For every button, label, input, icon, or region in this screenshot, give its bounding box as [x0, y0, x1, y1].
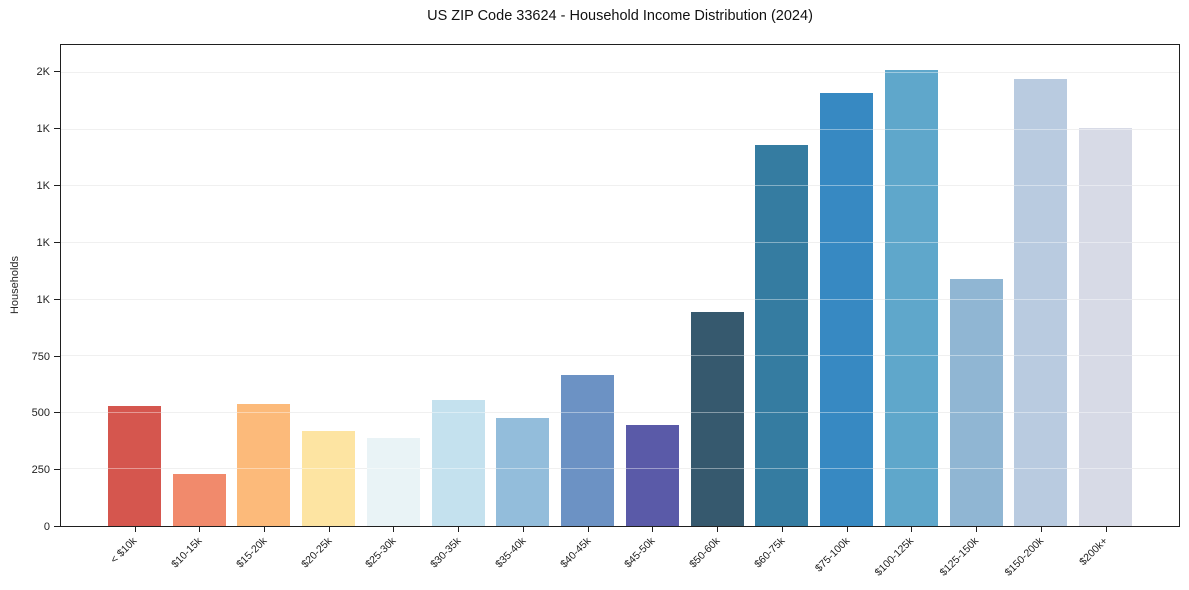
x-tick — [1106, 527, 1107, 532]
x-tick — [911, 527, 912, 532]
gridline — [61, 355, 1179, 356]
x-tick — [976, 527, 977, 532]
gridline-overlay — [61, 468, 1179, 469]
x-tick — [393, 527, 394, 532]
x-tick — [588, 527, 589, 532]
y-tick-label: 2K — [36, 66, 50, 78]
y-tick — [54, 356, 60, 357]
gridline-overlay — [61, 412, 1179, 413]
x-tick-label: $15-20k — [234, 535, 270, 571]
bar-1 — [173, 474, 226, 526]
gridline-overlay — [61, 299, 1179, 300]
x-tick-label: $10-15k — [169, 535, 205, 571]
x-tick-label: < $10k — [108, 535, 140, 566]
y-tick-label: 1K — [36, 237, 50, 249]
bar-2 — [237, 404, 290, 526]
y-tick — [54, 128, 60, 129]
y-tick-label: 1K — [36, 180, 50, 192]
y-tick — [54, 299, 60, 300]
y-tick — [54, 242, 60, 243]
x-tick — [329, 527, 330, 532]
bar-6 — [496, 418, 549, 526]
y-tick — [54, 412, 60, 413]
x-tick-label: $125-150k — [937, 535, 982, 579]
x-tick-label: $35-40k — [493, 535, 529, 571]
x-tick-label: $200k+ — [1077, 535, 1111, 569]
gridline — [61, 185, 1179, 186]
y-tick-label: 0 — [43, 521, 50, 533]
y-tick-label: 1K — [36, 294, 50, 306]
x-tick-label: $50-60k — [687, 535, 723, 571]
y-tick-label: 250 — [31, 464, 50, 476]
x-tick — [135, 527, 136, 532]
x-tick-label: $150-200k — [1002, 535, 1047, 579]
gridline-overlay — [61, 72, 1179, 73]
bar-13 — [950, 279, 1003, 526]
x-tick-label: $60-75k — [752, 535, 788, 571]
bar-7 — [561, 375, 614, 526]
bar-0 — [108, 406, 161, 526]
x-tick — [717, 527, 718, 532]
x-tick — [782, 527, 783, 532]
gridline — [61, 129, 1179, 130]
x-tick-label: $20-25k — [299, 535, 335, 571]
y-tick-label: 750 — [31, 351, 50, 363]
gridline — [61, 412, 1179, 413]
bar-11 — [820, 93, 873, 526]
x-tick-label: $100-125k — [872, 535, 917, 579]
gridline-overlay — [61, 129, 1179, 130]
y-tick — [54, 71, 60, 72]
bar-4 — [367, 438, 420, 526]
x-tick — [264, 527, 265, 532]
gridline — [61, 72, 1179, 73]
x-tick-label: $30-35k — [428, 535, 464, 571]
y-tick — [54, 526, 60, 527]
bar-8 — [626, 425, 679, 526]
x-tick-label: $25-30k — [363, 535, 399, 571]
bar-12 — [885, 70, 938, 526]
y-tick-label: 500 — [31, 407, 50, 419]
gridline — [61, 468, 1179, 469]
x-tick — [523, 527, 524, 532]
x-tick-label: $40-45k — [558, 535, 594, 571]
gridline-overlay — [61, 185, 1179, 186]
chart-title: US ZIP Code 33624 - Household Income Dis… — [427, 8, 813, 24]
bar-9 — [691, 312, 744, 526]
gridline — [61, 242, 1179, 243]
gridline — [61, 299, 1179, 300]
x-tick-label: $75-100k — [813, 535, 853, 575]
x-tick — [652, 527, 653, 532]
y-tick — [54, 185, 60, 186]
x-tick — [199, 527, 200, 532]
bar-10 — [755, 145, 808, 526]
bar-5 — [432, 400, 485, 526]
y-tick-label: 1K — [36, 123, 50, 135]
bar-15 — [1079, 128, 1132, 526]
gridline-overlay — [61, 242, 1179, 243]
plot-area — [60, 44, 1180, 527]
bar-3 — [302, 431, 355, 526]
y-tick — [54, 469, 60, 470]
x-tick — [847, 527, 848, 532]
x-tick-label: $45-50k — [622, 535, 658, 571]
gridline-overlay — [61, 355, 1179, 356]
x-tick — [458, 527, 459, 532]
x-tick — [1041, 527, 1042, 532]
bar-14 — [1014, 79, 1067, 526]
